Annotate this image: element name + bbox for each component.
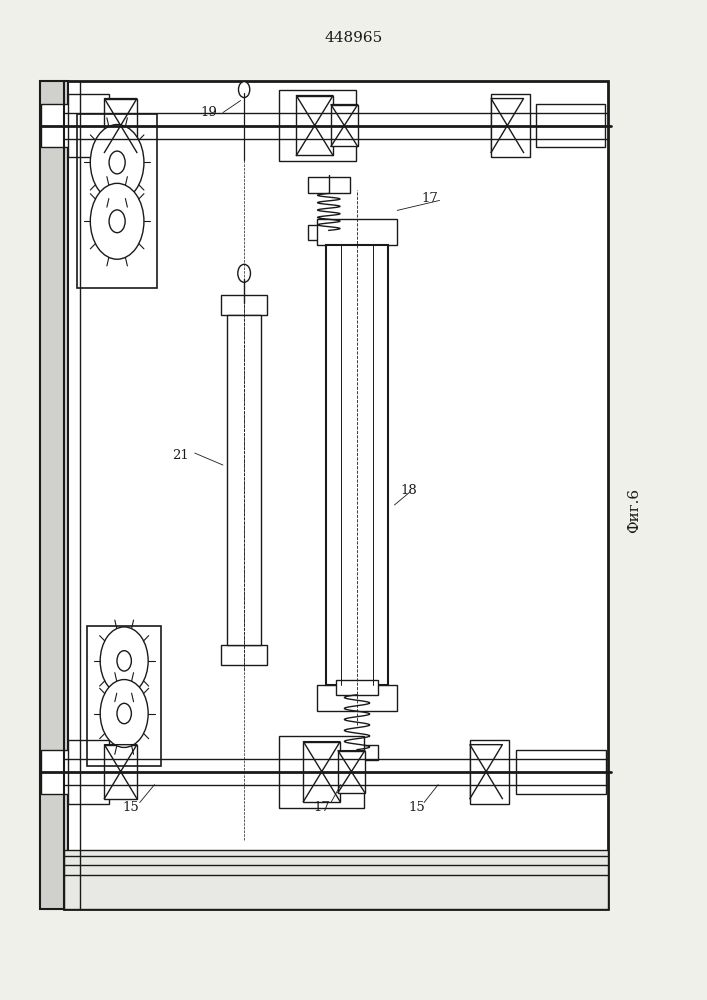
Text: 15: 15 (409, 801, 426, 814)
Circle shape (90, 125, 144, 200)
Bar (308, 177, 350, 193)
Text: 17: 17 (313, 801, 330, 814)
Bar (41, 750, 71, 794)
Bar (303, 742, 340, 802)
Bar (336, 745, 378, 760)
Circle shape (238, 264, 250, 282)
Bar (491, 99, 524, 152)
Bar (88, 626, 161, 766)
Bar (279, 90, 356, 161)
Bar (221, 645, 267, 665)
Bar (221, 295, 267, 315)
Circle shape (90, 183, 144, 259)
Bar (64, 81, 607, 909)
Circle shape (117, 651, 132, 671)
Circle shape (109, 210, 125, 233)
Circle shape (100, 680, 148, 747)
Bar (69, 94, 110, 157)
Circle shape (117, 703, 132, 724)
Bar (40, 81, 68, 909)
Text: 18: 18 (400, 484, 417, 497)
Bar (77, 114, 158, 288)
Text: 448965: 448965 (325, 31, 382, 45)
Text: 19: 19 (200, 106, 217, 119)
Text: 15: 15 (123, 801, 139, 814)
Circle shape (100, 627, 148, 695)
Bar (331, 105, 358, 146)
Bar (69, 740, 110, 804)
Bar (317, 685, 397, 711)
Text: 17: 17 (421, 192, 438, 205)
Text: 21: 21 (173, 449, 189, 462)
Circle shape (238, 82, 250, 98)
Bar (336, 680, 378, 695)
Text: Фиг.6: Фиг.6 (626, 487, 641, 533)
Bar (279, 736, 364, 808)
Bar (105, 745, 137, 799)
Bar (41, 104, 71, 147)
Bar (308, 225, 350, 240)
Bar (516, 750, 606, 794)
Bar (535, 104, 604, 147)
Bar (470, 740, 509, 804)
Bar (105, 99, 137, 152)
Circle shape (109, 151, 125, 174)
Bar (470, 745, 503, 799)
Bar (491, 94, 530, 157)
Bar (326, 245, 388, 685)
Bar (296, 96, 333, 155)
Bar (64, 850, 607, 909)
Bar (338, 751, 365, 793)
Bar (317, 219, 397, 245)
Bar (227, 315, 261, 645)
